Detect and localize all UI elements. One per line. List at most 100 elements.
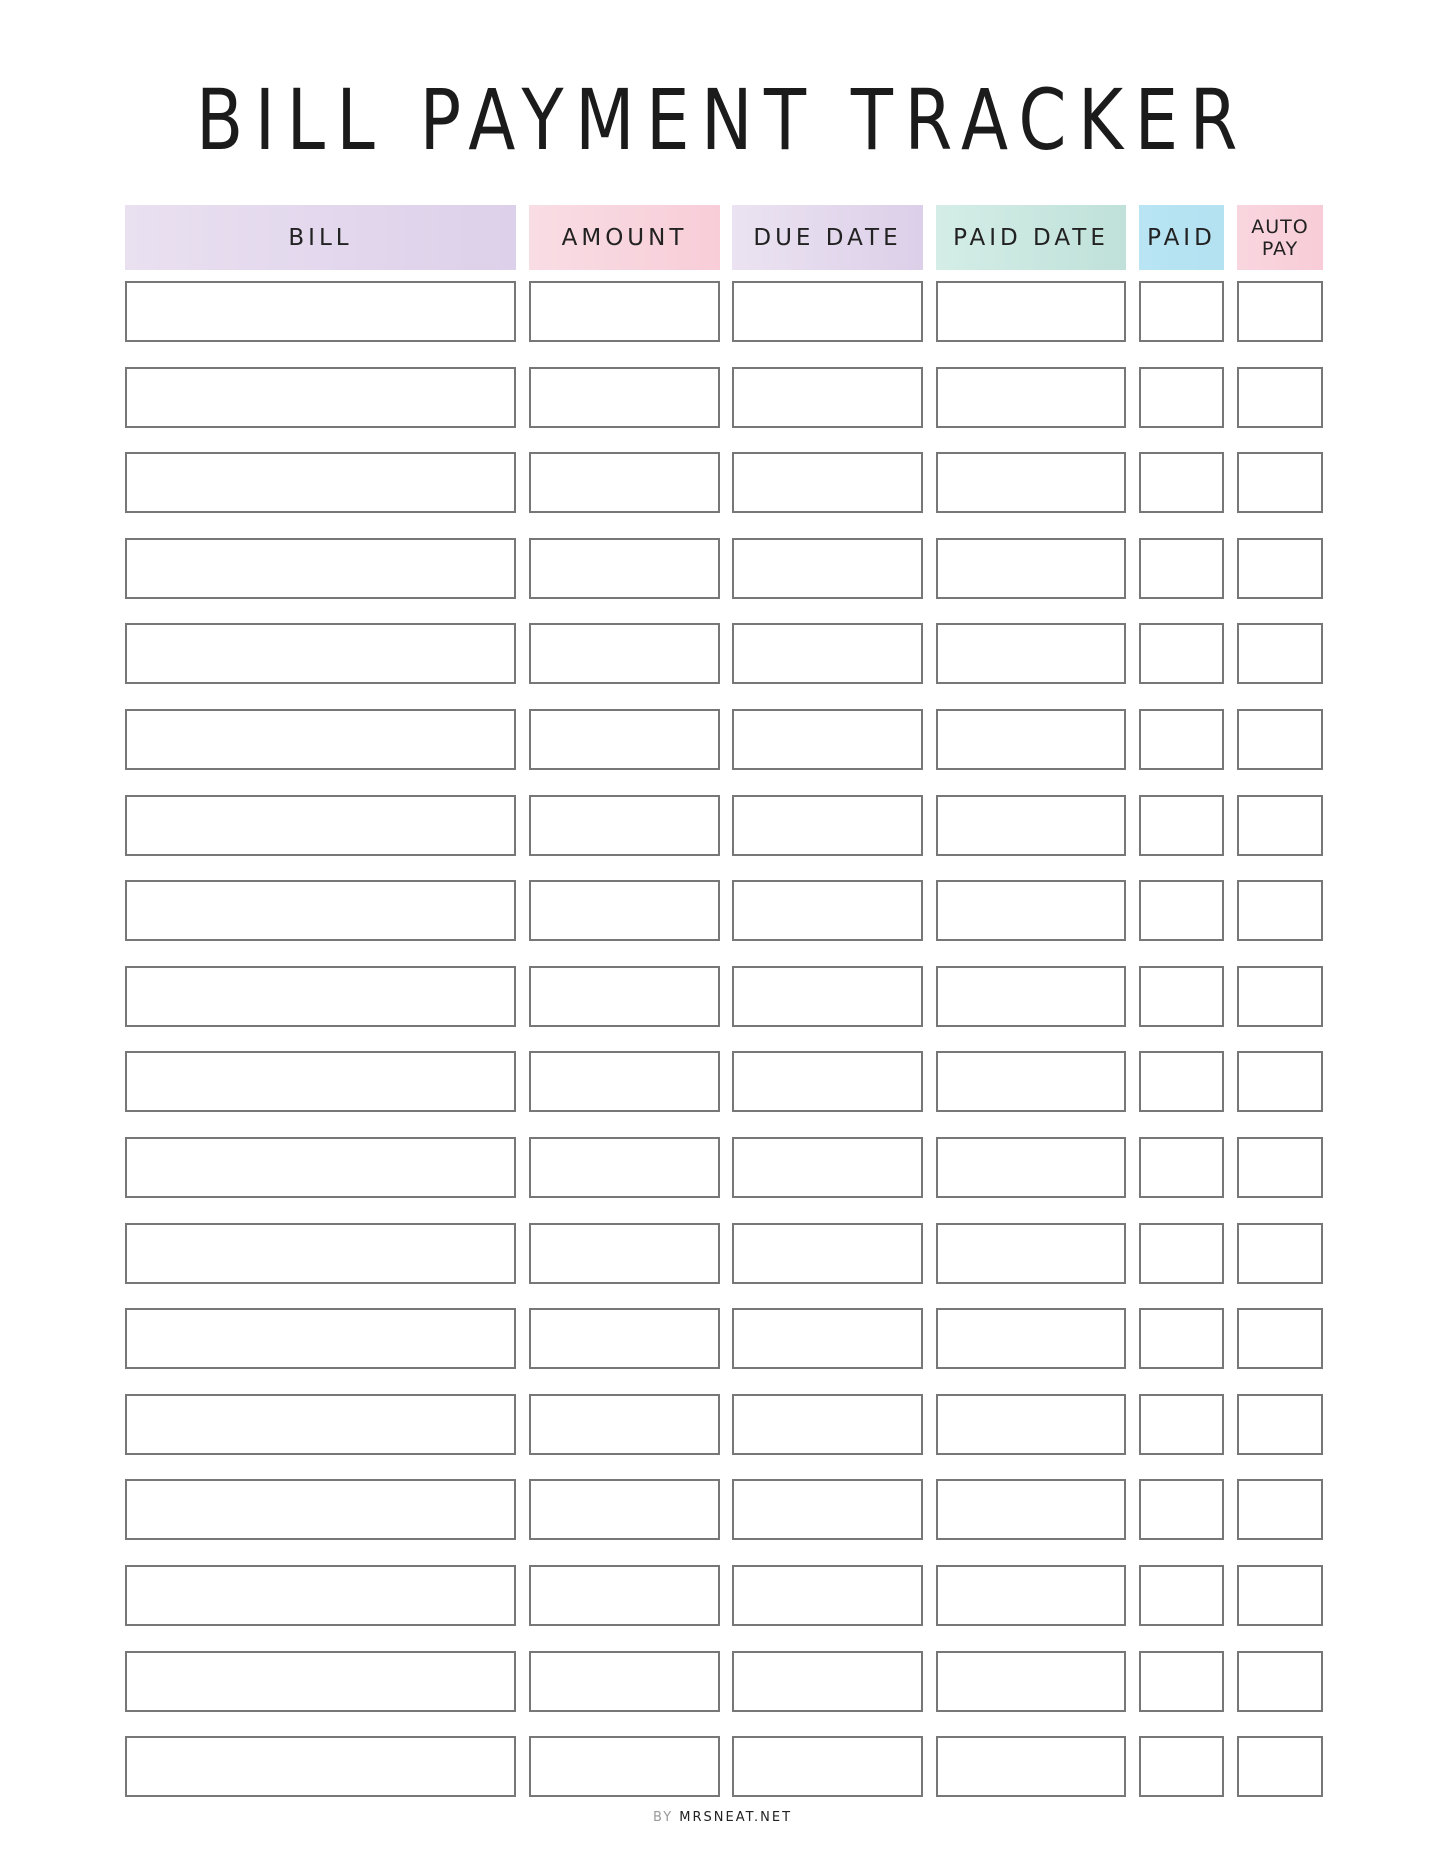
cell-bill-row-12[interactable] bbox=[125, 1222, 516, 1284]
cell-auto-pay-row-14[interactable] bbox=[1237, 1393, 1323, 1455]
cell-amount-row-2[interactable] bbox=[529, 366, 720, 428]
cell-amount-row-14[interactable] bbox=[529, 1393, 720, 1455]
cell-auto-pay-row-12[interactable] bbox=[1237, 1222, 1323, 1284]
cell-due-date-row-13[interactable] bbox=[732, 1308, 923, 1370]
cell-auto-pay-row-15[interactable] bbox=[1237, 1479, 1323, 1541]
cell-paid-row-7[interactable] bbox=[1139, 794, 1224, 856]
cell-auto-pay-row-11[interactable] bbox=[1237, 1137, 1323, 1198]
cell-bill-row-4[interactable] bbox=[125, 537, 516, 599]
cell-paid-row-18[interactable] bbox=[1139, 1736, 1224, 1798]
cell-due-date-row-4[interactable] bbox=[732, 537, 923, 599]
cell-paid-row-14[interactable] bbox=[1139, 1393, 1224, 1455]
cell-paid-row-16[interactable] bbox=[1139, 1565, 1224, 1626]
cell-due-date-row-7[interactable] bbox=[732, 794, 923, 856]
cell-paid-date-row-16[interactable] bbox=[936, 1565, 1126, 1626]
cell-paid-row-6[interactable] bbox=[1139, 709, 1224, 770]
cell-due-date-row-3[interactable] bbox=[732, 452, 923, 514]
cell-amount-row-17[interactable] bbox=[529, 1650, 720, 1712]
cell-paid-date-row-11[interactable] bbox=[936, 1137, 1126, 1198]
cell-paid-date-row-18[interactable] bbox=[936, 1736, 1126, 1798]
cell-paid-row-8[interactable] bbox=[1139, 880, 1224, 942]
cell-paid-date-row-3[interactable] bbox=[936, 452, 1126, 514]
cell-bill-row-15[interactable] bbox=[125, 1479, 516, 1541]
cell-due-date-row-5[interactable] bbox=[732, 623, 923, 685]
cell-amount-row-4[interactable] bbox=[529, 537, 720, 599]
cell-paid-row-12[interactable] bbox=[1139, 1222, 1224, 1284]
cell-bill-row-2[interactable] bbox=[125, 366, 516, 428]
cell-amount-row-16[interactable] bbox=[529, 1565, 720, 1626]
cell-paid-row-17[interactable] bbox=[1139, 1650, 1224, 1712]
cell-due-date-row-15[interactable] bbox=[732, 1479, 923, 1541]
cell-paid-date-row-6[interactable] bbox=[936, 709, 1126, 770]
cell-paid-date-row-2[interactable] bbox=[936, 366, 1126, 428]
cell-paid-date-row-5[interactable] bbox=[936, 623, 1126, 685]
cell-paid-date-row-14[interactable] bbox=[936, 1393, 1126, 1455]
cell-paid-date-row-8[interactable] bbox=[936, 880, 1126, 942]
cell-paid-date-row-4[interactable] bbox=[936, 537, 1126, 599]
cell-paid-date-row-15[interactable] bbox=[936, 1479, 1126, 1541]
cell-amount-row-5[interactable] bbox=[529, 623, 720, 685]
cell-due-date-row-2[interactable] bbox=[732, 366, 923, 428]
cell-auto-pay-row-6[interactable] bbox=[1237, 709, 1323, 770]
cell-amount-row-10[interactable] bbox=[529, 1051, 720, 1113]
cell-paid-date-row-17[interactable] bbox=[936, 1650, 1126, 1712]
cell-bill-row-6[interactable] bbox=[125, 709, 516, 770]
cell-bill-row-8[interactable] bbox=[125, 880, 516, 942]
cell-auto-pay-row-10[interactable] bbox=[1237, 1051, 1323, 1113]
cell-paid-row-11[interactable] bbox=[1139, 1137, 1224, 1198]
cell-due-date-row-18[interactable] bbox=[732, 1736, 923, 1798]
cell-due-date-row-11[interactable] bbox=[732, 1137, 923, 1198]
cell-paid-date-row-10[interactable] bbox=[936, 1051, 1126, 1113]
cell-auto-pay-row-4[interactable] bbox=[1237, 537, 1323, 599]
cell-bill-row-5[interactable] bbox=[125, 623, 516, 685]
cell-paid-row-4[interactable] bbox=[1139, 537, 1224, 599]
cell-paid-row-9[interactable] bbox=[1139, 965, 1224, 1027]
cell-paid-date-row-12[interactable] bbox=[936, 1222, 1126, 1284]
cell-amount-row-7[interactable] bbox=[529, 794, 720, 856]
cell-bill-row-17[interactable] bbox=[125, 1650, 516, 1712]
cell-bill-row-1[interactable] bbox=[125, 281, 516, 342]
cell-auto-pay-row-13[interactable] bbox=[1237, 1308, 1323, 1370]
cell-paid-date-row-7[interactable] bbox=[936, 794, 1126, 856]
cell-amount-row-11[interactable] bbox=[529, 1137, 720, 1198]
cell-paid-row-10[interactable] bbox=[1139, 1051, 1224, 1113]
cell-bill-row-10[interactable] bbox=[125, 1051, 516, 1113]
cell-paid-date-row-1[interactable] bbox=[936, 281, 1126, 342]
cell-paid-row-3[interactable] bbox=[1139, 452, 1224, 514]
cell-bill-row-18[interactable] bbox=[125, 1736, 516, 1798]
cell-amount-row-18[interactable] bbox=[529, 1736, 720, 1798]
cell-amount-row-12[interactable] bbox=[529, 1222, 720, 1284]
cell-bill-row-14[interactable] bbox=[125, 1393, 516, 1455]
cell-due-date-row-8[interactable] bbox=[732, 880, 923, 942]
cell-amount-row-15[interactable] bbox=[529, 1479, 720, 1541]
cell-auto-pay-row-8[interactable] bbox=[1237, 880, 1323, 942]
cell-amount-row-6[interactable] bbox=[529, 709, 720, 770]
cell-due-date-row-16[interactable] bbox=[732, 1565, 923, 1626]
cell-auto-pay-row-18[interactable] bbox=[1237, 1736, 1323, 1798]
cell-auto-pay-row-9[interactable] bbox=[1237, 965, 1323, 1027]
cell-auto-pay-row-5[interactable] bbox=[1237, 623, 1323, 685]
cell-due-date-row-9[interactable] bbox=[732, 965, 923, 1027]
cell-auto-pay-row-16[interactable] bbox=[1237, 1565, 1323, 1626]
cell-due-date-row-6[interactable] bbox=[732, 709, 923, 770]
cell-auto-pay-row-1[interactable] bbox=[1237, 281, 1323, 342]
cell-due-date-row-14[interactable] bbox=[732, 1393, 923, 1455]
cell-auto-pay-row-2[interactable] bbox=[1237, 366, 1323, 428]
cell-bill-row-16[interactable] bbox=[125, 1565, 516, 1626]
cell-paid-row-15[interactable] bbox=[1139, 1479, 1224, 1541]
cell-bill-row-9[interactable] bbox=[125, 965, 516, 1027]
cell-paid-row-2[interactable] bbox=[1139, 366, 1224, 428]
cell-auto-pay-row-17[interactable] bbox=[1237, 1650, 1323, 1712]
cell-amount-row-13[interactable] bbox=[529, 1308, 720, 1370]
cell-auto-pay-row-3[interactable] bbox=[1237, 452, 1323, 514]
cell-paid-row-13[interactable] bbox=[1139, 1308, 1224, 1370]
cell-amount-row-9[interactable] bbox=[529, 965, 720, 1027]
cell-auto-pay-row-7[interactable] bbox=[1237, 794, 1323, 856]
cell-bill-row-7[interactable] bbox=[125, 794, 516, 856]
cell-paid-row-1[interactable] bbox=[1139, 281, 1224, 342]
cell-amount-row-1[interactable] bbox=[529, 281, 720, 342]
cell-due-date-row-1[interactable] bbox=[732, 281, 923, 342]
cell-paid-date-row-9[interactable] bbox=[936, 965, 1126, 1027]
cell-bill-row-13[interactable] bbox=[125, 1308, 516, 1370]
cell-due-date-row-10[interactable] bbox=[732, 1051, 923, 1113]
